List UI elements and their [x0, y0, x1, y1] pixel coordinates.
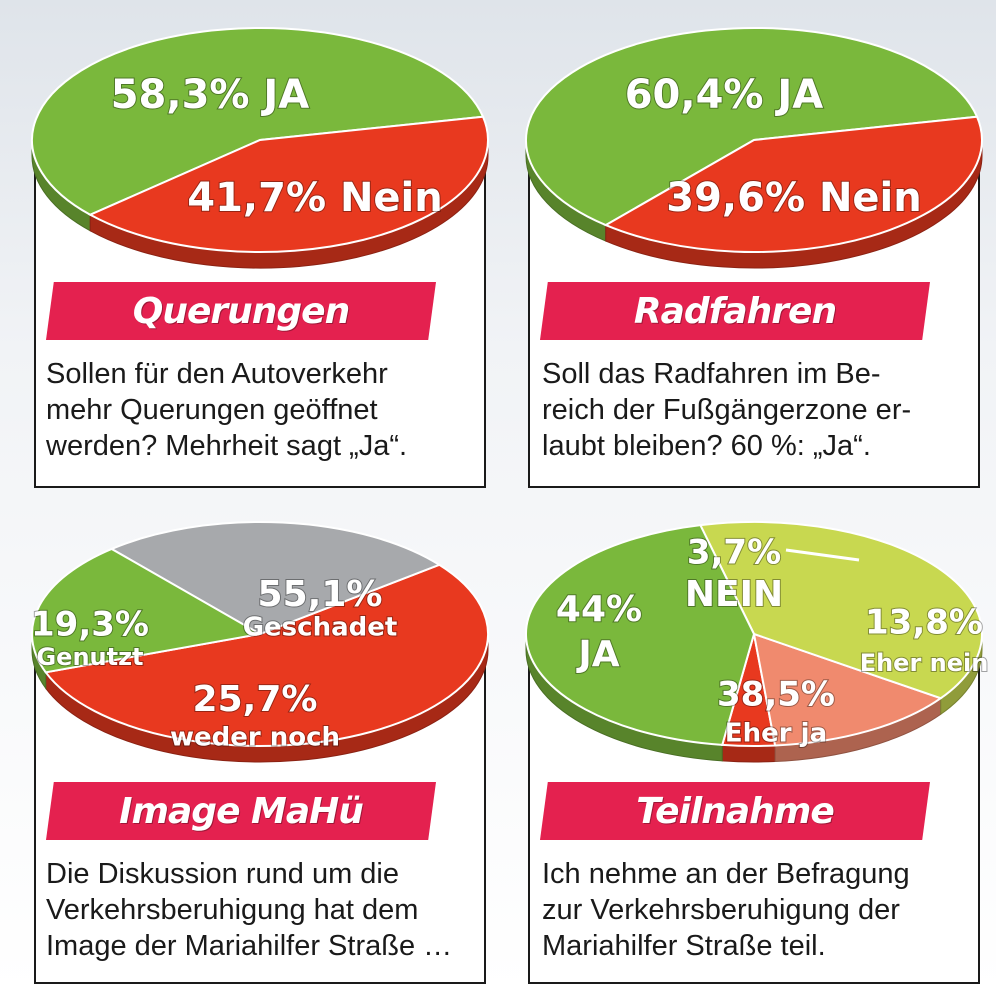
slice-value-label: 44%: [556, 589, 642, 630]
slice-value-label: 25,7%: [193, 679, 318, 720]
slice-category-label: weder noch: [170, 723, 340, 753]
slice-value-label: 19,3%: [31, 605, 149, 645]
pie-slice-ja: [525, 524, 756, 746]
question-line: reich der Fußgängerzone er-: [542, 394, 912, 426]
question-line: werden? Mehrheit sagt „Ja“.: [46, 430, 408, 462]
slice-category-label: JA: [575, 634, 619, 675]
pie-slice-weder-noch: [109, 521, 442, 636]
pie-chart-teilnahme: 3,7%NEIN 13,8% Eher nein 38,5% Eher ja 44%JA: [525, 521, 989, 763]
pie-chart-querungen: 58,3% JA 41,7% Nein: [31, 27, 489, 269]
pie-chart-image-mahue: 55,1%Geschadet 25,7%weder noch 19,3%Genutz…: [30, 521, 489, 763]
pie-slice-nein: [87, 115, 489, 253]
pie-slice-eher-nein: [752, 632, 943, 747]
question-teilnahme: Ich nehme an der Befragung zur Verkehrsb…: [542, 856, 910, 964]
slice-value-label: 3,7%: [687, 533, 781, 573]
banner-querungen: Querungen: [46, 282, 436, 340]
slice-category-label: Eher ja: [725, 719, 827, 749]
pie-slice-ja: [525, 27, 979, 227]
banner-radfahren: Radfahren: [540, 282, 930, 340]
pie-slice-eher-ja: [698, 521, 983, 700]
question-line: zur Verkehrsberuhigung der: [542, 894, 900, 926]
slice-value-label: 41,7% Nein: [187, 175, 443, 221]
question-line: Verkehrsberuhigung hat dem: [46, 894, 419, 926]
question-image-mahue: Die Diskussion rund um die Verkehrsberuh…: [46, 856, 452, 964]
question-line: Ich nehme an der Befragung: [542, 858, 910, 890]
slice-category-label: NEIN: [685, 574, 783, 615]
question-line: Soll das Radfahren im Be-: [542, 358, 881, 390]
pie-slice-geschadet: [43, 563, 489, 747]
pie-chart-radfahren: 60,4% JA 39,6% Nein: [525, 27, 983, 269]
question-querungen: Sollen für den Autoverkehr mehr Querunge…: [46, 356, 407, 464]
question-line: Sollen für den Autoverkehr: [46, 358, 388, 390]
slice-value-label: 39,6% Nein: [666, 175, 922, 221]
slice-category-label: Genutzt: [36, 643, 143, 671]
question-line: Die Diskussion rund um die: [46, 858, 399, 890]
question-radfahren: Soll das Radfahren im Be- reich der Fußg…: [542, 356, 911, 464]
pie-slice-genutzt: [31, 547, 263, 674]
slice-category-label: Geschadet: [243, 613, 398, 643]
question-line: Mariahilfer Straße teil.: [542, 930, 826, 962]
banner-teilnahme: Teilnahme: [540, 782, 930, 840]
leader-line: [785, 548, 860, 562]
question-line: mehr Querungen geöffnet: [46, 394, 378, 426]
question-line: Image der Mariahilfer Straße …: [46, 930, 453, 962]
slice-value-label: 60,4% JA: [625, 72, 824, 118]
slice-value-label: 55,1%: [258, 574, 383, 615]
pie-slice-ja: [31, 27, 485, 216]
slice-category-label: Eher nein: [860, 649, 989, 677]
slice-value-label: 58,3% JA: [111, 72, 310, 118]
banner-image-mahue: Image MaHü: [46, 782, 436, 840]
pie-slice-nein: [603, 115, 983, 253]
slice-value-label: 13,8%: [865, 603, 983, 643]
question-line: laubt bleiben? 60 %: „Ja“.: [542, 430, 871, 462]
slice-value-label: 38,5%: [717, 675, 835, 715]
